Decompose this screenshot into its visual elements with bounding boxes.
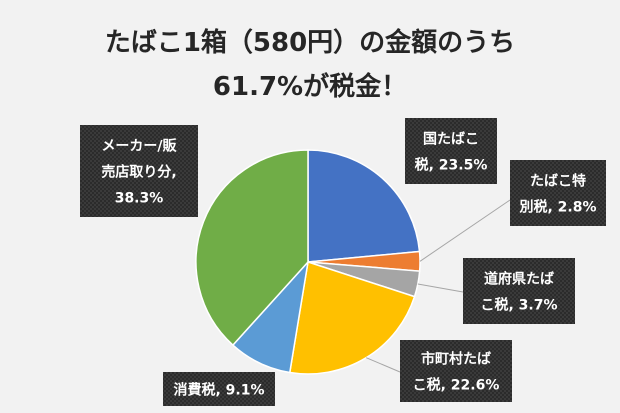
leader-line-2 [417,283,464,293]
data-label-box-3 [400,340,512,402]
leader-line-1 [419,199,511,262]
chart-title-line1: たばこ1箱（580円）の金額のうち [104,28,516,58]
chart-title-line2: 61.7%が税金！ [212,72,408,102]
data-label-box-4 [163,372,275,406]
data-label-1-line-0: たばこ特 [530,173,586,190]
data-label-box-0 [405,118,497,184]
data-label-0-line-1: 税, 23.5% [415,157,488,174]
data-label-3-line-1: こ税, 22.6% [413,377,500,394]
data-label-5-line-2: 38.3% [115,191,164,207]
data-label-3-line-0: 市町村たば [421,351,491,368]
data-label-2-line-1: こ税, 3.7% [480,297,557,314]
pie-slice-0 [307,149,421,263]
data-label-4-line-0: 消費税, 9.1% [173,382,264,399]
data-label-box-5 [80,125,198,217]
data-label-box-1 [510,160,606,226]
data-label-box-2 [463,258,575,324]
data-label-0-line-0: 国たばこ [423,132,479,148]
data-label-1-line-1: 別税, 2.8% [518,199,596,216]
pie-slice-5 [195,149,309,347]
data-label-2-line-0: 道府県たば [484,271,554,288]
pie-slice-3 [288,261,416,375]
data-label-5-line-1: 売店取り分, [101,164,176,181]
data-label-5-line-0: メーカー/販 [101,138,177,155]
leader-line-3 [366,357,401,373]
